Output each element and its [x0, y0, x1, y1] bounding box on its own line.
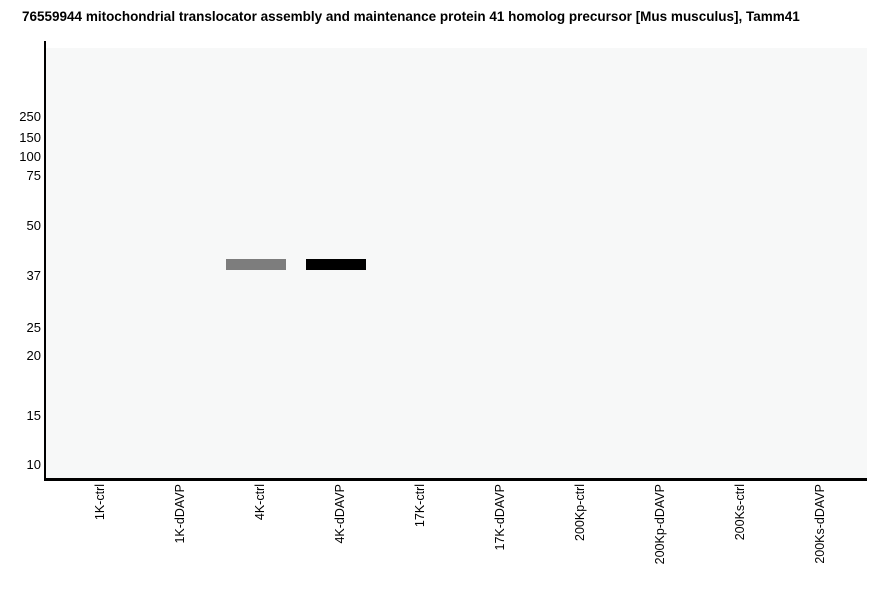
- y-tick-label: 20: [26, 348, 41, 363]
- x-lane-label: 200Kp-dDAVP: [653, 484, 667, 565]
- x-lane-label: 200Kp-ctrl: [573, 484, 587, 541]
- figure-title: 76559944 mitochondrial translocator asse…: [22, 9, 800, 24]
- plot-area: [46, 48, 867, 478]
- x-axis-line: [44, 478, 867, 481]
- y-tick-label: 10: [26, 457, 41, 472]
- y-tick-label: 250: [19, 109, 41, 124]
- y-tick-label: 15: [26, 408, 41, 423]
- y-axis-line: [44, 41, 46, 481]
- y-tick-label: 50: [26, 218, 41, 233]
- x-lane-label: 200Ks-dDAVP: [813, 484, 827, 564]
- x-lane-label: 17K-ctrl: [413, 484, 427, 528]
- x-lane-label: 200Ks-ctrl: [733, 484, 747, 541]
- y-tick-label: 100: [19, 149, 41, 164]
- x-lane-label: 1K-dDAVP: [173, 484, 187, 544]
- y-tick-label: 75: [26, 168, 41, 183]
- x-lane-label: 4K-dDAVP: [333, 484, 347, 544]
- protein-band: [226, 259, 286, 270]
- y-tick-label: 37: [26, 268, 41, 283]
- protein-band: [306, 259, 366, 270]
- y-tick-label: 25: [26, 320, 41, 335]
- y-tick-label: 150: [19, 130, 41, 145]
- x-lane-label: 17K-dDAVP: [493, 484, 507, 551]
- x-lane-label: 1K-ctrl: [93, 484, 107, 521]
- x-lane-label: 4K-ctrl: [253, 484, 267, 521]
